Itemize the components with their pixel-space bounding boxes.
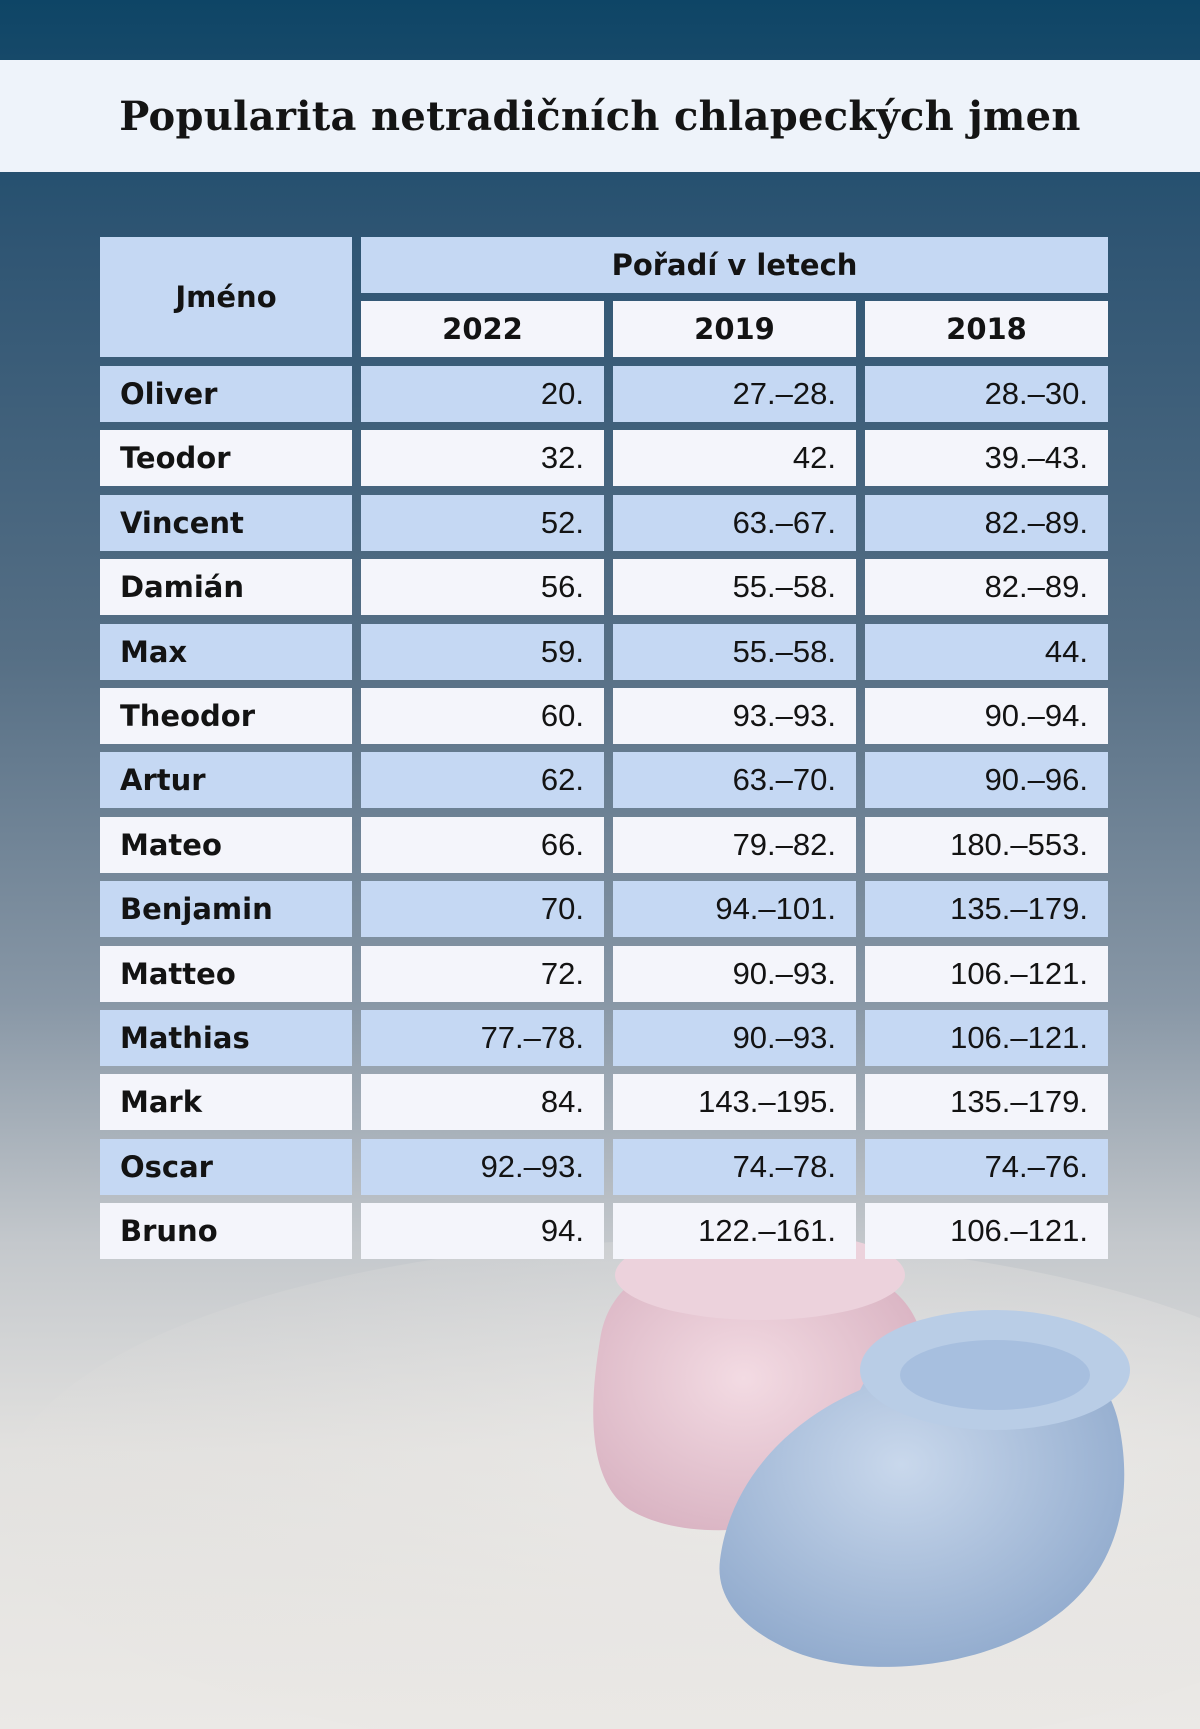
rank-cell-2022: 84. <box>361 1074 604 1130</box>
rank-cell-2019: 90.–93. <box>613 1010 856 1066</box>
row-name: Oliver <box>100 366 352 422</box>
rank-cell-2018: 106.–121. <box>865 1203 1108 1259</box>
row-name: Benjamin <box>100 881 352 937</box>
row-name: Theodor <box>100 688 352 744</box>
year-header-2022: 2022 <box>361 301 604 357</box>
rank-cell-2022: 20. <box>361 366 604 422</box>
rank-cell-2019: 42. <box>613 430 856 486</box>
row-name: Mathias <box>100 1010 352 1066</box>
row-name: Teodor <box>100 430 352 486</box>
title-bar: Popularita netradičních chlapeckých jmen <box>0 60 1200 172</box>
rank-cell-2022: 66. <box>361 817 604 873</box>
year-header-2018: 2018 <box>865 301 1108 357</box>
row-name: Mateo <box>100 817 352 873</box>
rank-cell-2018: 82.–89. <box>865 495 1108 551</box>
rank-cell-2019: 63.–67. <box>613 495 856 551</box>
rank-cell-2022: 72. <box>361 946 604 1002</box>
rank-cell-2019: 143.–195. <box>613 1074 856 1130</box>
rank-cell-2018: 44. <box>865 624 1108 680</box>
rank-cell-2022: 56. <box>361 559 604 615</box>
rank-cell-2019: 93.–93. <box>613 688 856 744</box>
rank-cell-2022: 60. <box>361 688 604 744</box>
row-name: Oscar <box>100 1139 352 1195</box>
name-header: Jméno <box>100 237 352 357</box>
rank-cell-2022: 62. <box>361 752 604 808</box>
rank-cell-2019: 79.–82. <box>613 817 856 873</box>
row-name: Bruno <box>100 1203 352 1259</box>
rank-cell-2022: 92.–93. <box>361 1139 604 1195</box>
rank-cell-2022: 32. <box>361 430 604 486</box>
rank-cell-2018: 90.–94. <box>865 688 1108 744</box>
rank-cell-2022: 77.–78. <box>361 1010 604 1066</box>
rank-cell-2018: 180.–553. <box>865 817 1108 873</box>
row-name: Artur <box>100 752 352 808</box>
row-name: Matteo <box>100 946 352 1002</box>
rank-cell-2022: 70. <box>361 881 604 937</box>
row-name: Vincent <box>100 495 352 551</box>
rank-cell-2018: 90.–96. <box>865 752 1108 808</box>
rank-cell-2019: 55.–58. <box>613 559 856 615</box>
year-header-2019: 2019 <box>613 301 856 357</box>
rank-cell-2019: 90.–93. <box>613 946 856 1002</box>
rank-cell-2018: 106.–121. <box>865 1010 1108 1066</box>
rank-cell-2019: 27.–28. <box>613 366 856 422</box>
rank-cell-2018: 135.–179. <box>865 1074 1108 1130</box>
page-title: Popularita netradičních chlapeckých jmen <box>119 92 1081 140</box>
rank-cell-2019: 74.–78. <box>613 1139 856 1195</box>
rank-cell-2019: 55.–58. <box>613 624 856 680</box>
rank-cell-2018: 39.–43. <box>865 430 1108 486</box>
rank-cell-2019: 63.–70. <box>613 752 856 808</box>
rank-cell-2018: 135.–179. <box>865 881 1108 937</box>
rank-cell-2022: 94. <box>361 1203 604 1259</box>
rank-cell-2018: 82.–89. <box>865 559 1108 615</box>
rank-cell-2018: 106.–121. <box>865 946 1108 1002</box>
rank-cell-2022: 52. <box>361 495 604 551</box>
year-group-header: Pořadí v letech <box>361 237 1108 293</box>
row-name: Damián <box>100 559 352 615</box>
rank-cell-2018: 74.–76. <box>865 1139 1108 1195</box>
rank-cell-2022: 59. <box>361 624 604 680</box>
rank-cell-2019: 94.–101. <box>613 881 856 937</box>
row-name: Max <box>100 624 352 680</box>
rank-cell-2019: 122.–161. <box>613 1203 856 1259</box>
rank-cell-2018: 28.–30. <box>865 366 1108 422</box>
row-name: Mark <box>100 1074 352 1130</box>
